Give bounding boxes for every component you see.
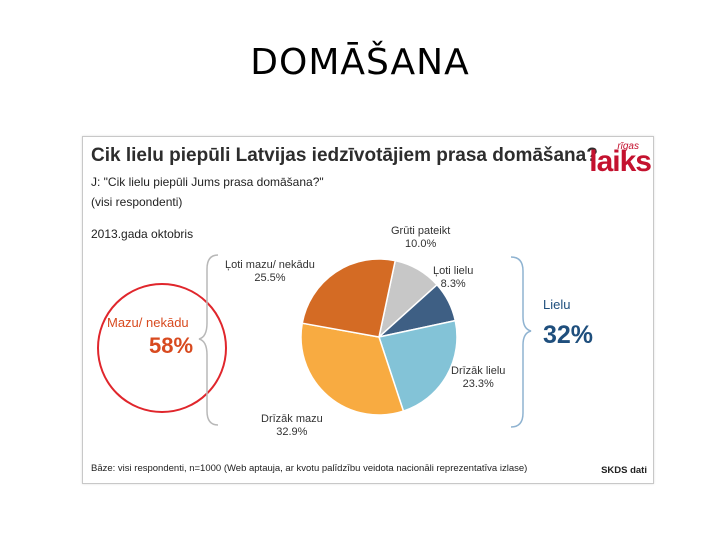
left-group-value: 58% bbox=[149, 333, 194, 358]
logo-main-text: laiks bbox=[589, 145, 652, 178]
chart-audience: (visi respondenti) bbox=[91, 195, 183, 209]
chart-frame: Cik lielu piepūli Latvijas iedzīvotājiem… bbox=[82, 136, 654, 484]
label-drizak-lielu-name: Drīzāk lielu bbox=[451, 365, 506, 377]
chart-title: Cik lielu piepūli Latvijas iedzīvotājiem… bbox=[91, 145, 598, 166]
label-loti-mazu-value: 25.5% bbox=[254, 272, 286, 284]
label-loti-lielu-value: 8.3% bbox=[440, 278, 466, 290]
pie-chart bbox=[198, 254, 532, 428]
label-drizak-lielu: Drīzāk lielu 23.3% bbox=[451, 365, 505, 391]
pie-slice-3 bbox=[300, 322, 405, 416]
label-loti-mazu: Ļoti mazu/ nekādu 25.5% bbox=[225, 259, 315, 285]
label-drizak-lielu-value: 23.3% bbox=[462, 378, 494, 390]
logo-small-text: rīgas bbox=[617, 141, 639, 152]
right-group-value: 32% bbox=[543, 321, 594, 349]
label-drizak-mazu-value: 32.9% bbox=[276, 426, 308, 438]
label-gruti-value: 10.0% bbox=[405, 238, 437, 250]
right-group-label: Lielu bbox=[543, 297, 571, 312]
label-gruti: Grūti pateikt 10.0% bbox=[391, 225, 450, 251]
slide-title: DOMĀŠANA bbox=[250, 42, 470, 83]
left-bracket bbox=[198, 254, 219, 426]
label-gruti-name: Grūti pateikt bbox=[391, 225, 451, 237]
pie-slice-2 bbox=[378, 319, 458, 413]
label-loti-mazu-name: Ļoti mazu/ nekādu bbox=[225, 259, 315, 271]
label-loti-lielu-name: Ļoti lielu bbox=[433, 265, 474, 277]
rigas-laiks-logo: rīgas laiks bbox=[579, 141, 653, 178]
label-loti-lielu: Ļoti lielu 8.3% bbox=[433, 265, 473, 291]
label-drizak-mazu: Drīzāk mazu 32.9% bbox=[261, 413, 323, 439]
left-group-label: Mazu/ nekādu bbox=[107, 315, 189, 330]
right-bracket bbox=[510, 256, 532, 428]
chart-question: J: "Cik lielu piepūli Jums prasa domāšan… bbox=[91, 175, 324, 189]
footer-source: SKDS dati bbox=[601, 465, 647, 476]
chart-period: 2013.gada oktobris bbox=[91, 227, 194, 241]
label-drizak-mazu-name: Drīzāk mazu bbox=[261, 413, 323, 425]
pie-slice-4 bbox=[301, 258, 397, 338]
left-group-circle bbox=[97, 283, 227, 413]
footer-note: Bāze: visi respondenti, n=1000 (Web apta… bbox=[91, 463, 528, 474]
